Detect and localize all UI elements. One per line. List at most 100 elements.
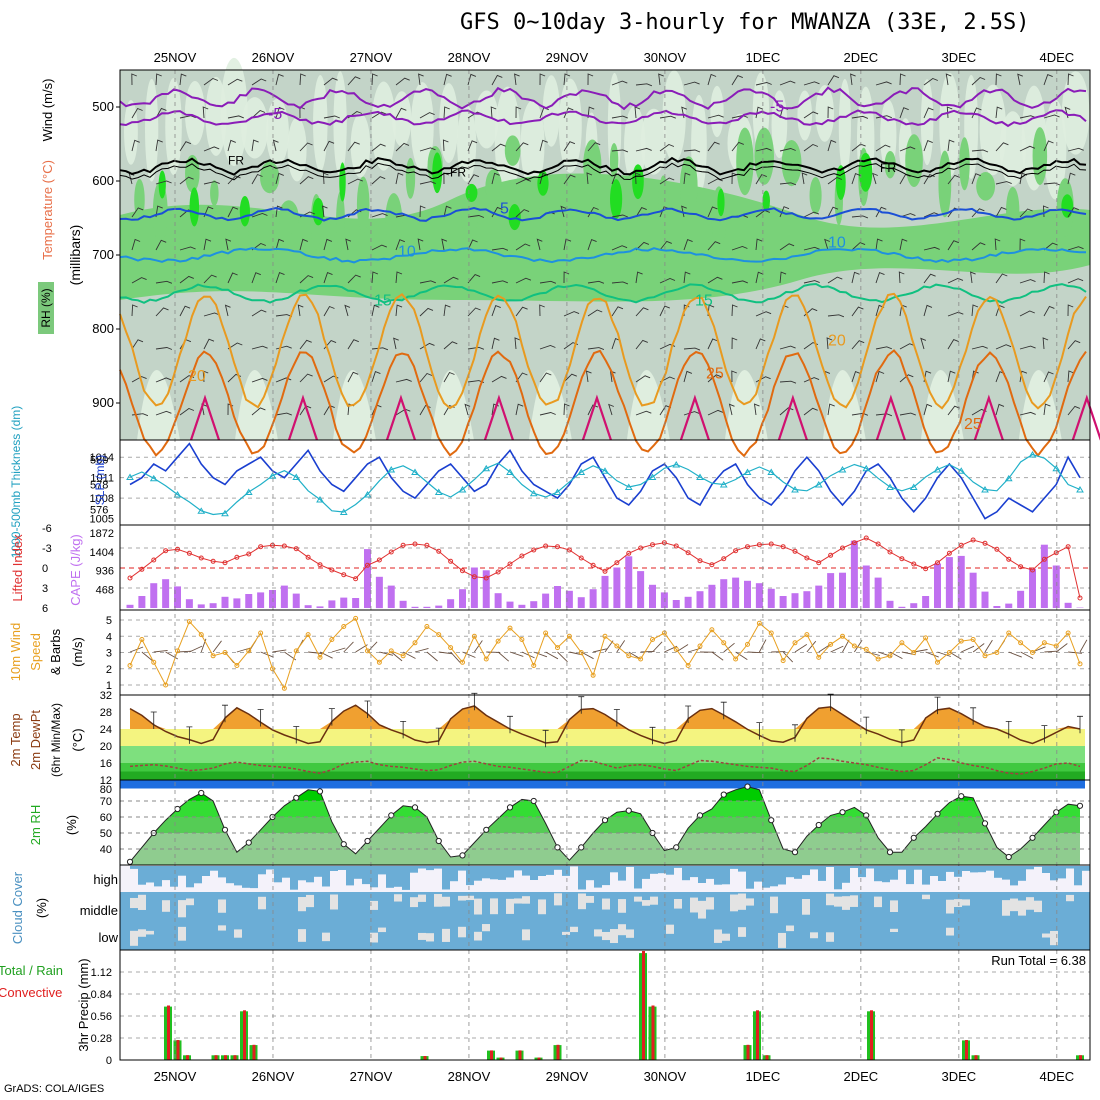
wind-speed-marker xyxy=(1065,630,1071,636)
cloud-high-bar xyxy=(298,866,306,881)
wind-barb xyxy=(683,149,701,153)
temp-tick-label: 16 xyxy=(100,758,112,770)
minmax-whisker xyxy=(257,709,264,727)
wind-barb xyxy=(275,73,284,86)
wind-barb xyxy=(251,345,268,350)
date-label-top: 4DEC xyxy=(1039,50,1074,65)
cape-bar xyxy=(435,605,443,608)
cape-bar xyxy=(459,589,466,608)
thickness-marker xyxy=(648,473,657,480)
wind-barb xyxy=(731,304,738,317)
wind-speed-marker xyxy=(863,646,869,652)
cape-bar xyxy=(292,593,300,608)
isotherm-minus5 xyxy=(119,109,1087,128)
wind-barb xyxy=(323,272,333,284)
wind-barb xyxy=(707,276,723,284)
wind-barb xyxy=(611,149,629,153)
legend-total-rain: Total / Rain xyxy=(0,963,63,978)
rh-moist-cell xyxy=(976,172,996,201)
cloud-high-bar xyxy=(514,866,522,871)
cloud-middle-gap xyxy=(538,899,546,915)
wind-barb xyxy=(755,174,767,185)
cloud-middle-gap xyxy=(410,897,418,908)
cloud-high-bar xyxy=(362,866,370,885)
wind-barb xyxy=(875,346,892,350)
lifted-index-marker xyxy=(780,544,786,550)
temperature-band xyxy=(120,763,1085,772)
wind-barb xyxy=(923,304,933,317)
wind-speed-marker xyxy=(329,637,335,642)
wind-speed-marker xyxy=(768,630,774,636)
wind-barb xyxy=(323,115,340,119)
wind-barb xyxy=(155,307,169,317)
wind-barb xyxy=(899,238,908,251)
cloud-high-bar xyxy=(1034,866,1042,867)
cape-bar xyxy=(387,585,395,608)
lifted-index-marker xyxy=(388,549,394,555)
isotherm-30 xyxy=(875,394,906,441)
wind-speed-marker xyxy=(293,648,299,654)
cloud-high-bar xyxy=(826,866,834,867)
lifted-index-marker xyxy=(186,550,192,556)
cape-bar xyxy=(340,597,348,608)
wind-barb xyxy=(1067,304,1074,317)
wind-barb xyxy=(755,238,763,251)
precip-convective-bar xyxy=(252,1044,256,1060)
wind-barb xyxy=(635,307,649,317)
rh-marker xyxy=(459,852,466,859)
temperature-band xyxy=(120,780,1085,789)
wind-barb xyxy=(635,207,647,218)
cloud-high-bar xyxy=(554,866,562,870)
wind-barb xyxy=(539,372,552,383)
rh-saturated-cell xyxy=(762,190,771,212)
wind-speed-line xyxy=(129,617,1081,690)
wind-barb xyxy=(155,377,172,383)
wind-barb xyxy=(1043,182,1061,186)
chart-title: GFS 0~10day 3-hourly for MWANZA (33E, 2.… xyxy=(460,10,1030,35)
cape-tick-label: 1404 xyxy=(90,547,114,559)
wind-barb xyxy=(995,403,1005,416)
date-label-top: 26NOV xyxy=(252,50,295,65)
wind-barb xyxy=(608,403,614,416)
thickness-marker xyxy=(316,496,324,503)
contour-label: 15 xyxy=(374,292,392,309)
lifted-index-marker xyxy=(555,544,560,550)
thickness-marker xyxy=(577,468,586,475)
wind-barb-10m xyxy=(319,651,333,659)
wind-speed-marker xyxy=(151,659,157,665)
wind-barb-10m xyxy=(141,651,153,662)
cape-bar xyxy=(922,596,930,608)
slp-axis-label: SLP (mb) xyxy=(93,455,107,505)
precip-convective-bar xyxy=(176,1040,180,1060)
cloud-high-bar xyxy=(970,866,978,873)
rh-marker xyxy=(839,809,846,816)
wind-barb xyxy=(635,147,652,152)
rh-marker xyxy=(411,804,419,811)
lifted-index-marker xyxy=(638,545,644,551)
minmax-whisker xyxy=(934,696,941,715)
temp-tick-label: 24 xyxy=(100,724,112,736)
wind-barb xyxy=(803,143,819,152)
wind-barb xyxy=(947,277,964,284)
cloud-high-bar xyxy=(250,866,258,889)
cloud-high-bar xyxy=(306,866,314,883)
wind-barb xyxy=(395,172,404,185)
temp-unit-label: (°C) xyxy=(70,728,85,751)
wind-barb xyxy=(443,205,452,218)
thickness-slp-panel xyxy=(119,439,1091,526)
wind-barb-10m xyxy=(129,646,144,653)
cloud-high-bar xyxy=(610,866,618,873)
rh-marker xyxy=(126,858,134,865)
date-label-bottom: 2DEC xyxy=(844,1069,879,1084)
cloud-middle-gap xyxy=(946,899,954,914)
cloud-high-bar xyxy=(594,866,602,888)
isotherm-10 xyxy=(119,247,1086,264)
wind-barb xyxy=(251,78,267,86)
cloud-middle-gap xyxy=(394,894,402,902)
rh-dry-patch xyxy=(815,85,834,142)
precip-convective-bar xyxy=(214,1055,218,1060)
wind-speed-marker xyxy=(376,659,382,665)
pressure-tick-label: 700 xyxy=(92,247,114,262)
cloud-high-bar xyxy=(450,866,458,882)
wind-barb xyxy=(587,106,595,119)
